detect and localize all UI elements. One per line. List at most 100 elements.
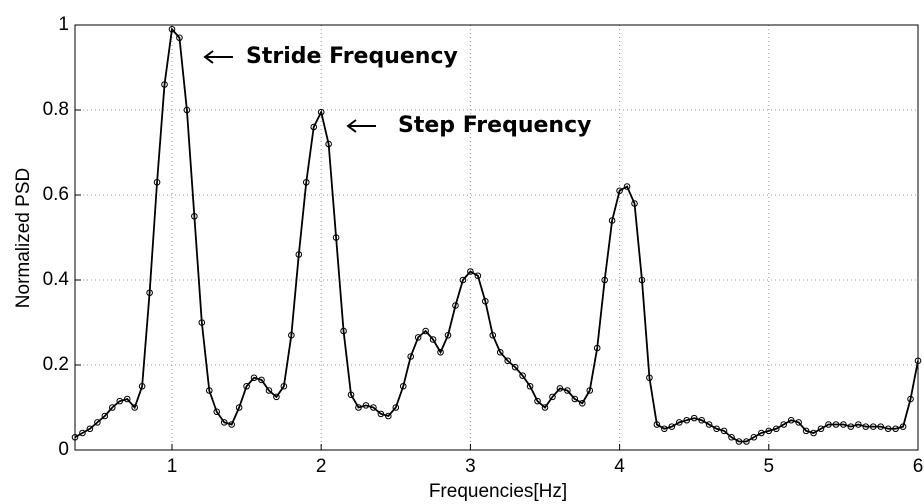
data-point	[772, 425, 780, 433]
data-point	[176, 34, 183, 42]
data-point	[869, 423, 877, 430]
data-point	[571, 395, 579, 403]
data-point	[690, 414, 698, 422]
data-point	[191, 212, 198, 220]
data-point	[474, 272, 482, 280]
y-tick-label: 0.2	[43, 354, 69, 375]
data-point	[541, 404, 549, 411]
data-point	[787, 416, 795, 424]
data-point	[489, 331, 497, 339]
data-point	[355, 404, 362, 411]
data-point	[519, 372, 526, 379]
data-point	[146, 289, 153, 297]
data-point	[765, 427, 773, 435]
data-point	[877, 423, 884, 430]
data-point	[653, 421, 661, 428]
data-point	[675, 419, 683, 426]
data-point	[810, 429, 817, 437]
data-point	[273, 393, 280, 401]
data-point	[825, 421, 832, 428]
data-point	[743, 438, 750, 445]
data-line	[74, 27, 919, 443]
data-point	[511, 363, 519, 371]
data-point	[534, 397, 541, 405]
data-point	[317, 108, 325, 116]
data-point	[713, 425, 720, 433]
data-point	[593, 344, 601, 352]
data-point	[578, 399, 586, 407]
data-point	[385, 412, 392, 420]
data-point	[250, 374, 258, 382]
data-point	[228, 421, 235, 428]
data-point	[661, 425, 668, 433]
x-tick-label: 3	[465, 456, 476, 477]
data-point	[899, 423, 907, 430]
data-point	[86, 425, 94, 433]
data-point	[325, 140, 332, 148]
data-point	[392, 404, 400, 411]
data-point	[862, 423, 870, 430]
data-point	[855, 421, 862, 428]
data-point	[504, 357, 511, 365]
data-point	[362, 402, 370, 409]
data-point	[549, 393, 556, 401]
data-point	[907, 395, 914, 403]
y-tick-label: 0.6	[43, 184, 69, 205]
data-point	[414, 334, 422, 341]
data-point	[884, 425, 892, 433]
x-axis-label: Frequencies[Hz]	[429, 481, 567, 502]
data-point	[109, 404, 116, 411]
data-point	[526, 382, 534, 390]
data-point	[623, 183, 631, 190]
x-tick-label: 6	[913, 456, 924, 477]
data-point	[288, 331, 295, 339]
data-point	[698, 416, 705, 424]
data-point	[728, 433, 735, 441]
data-point	[265, 387, 273, 394]
data-point	[608, 217, 616, 224]
data-point	[243, 382, 250, 390]
data-point	[705, 421, 713, 428]
plot-frame	[74, 24, 919, 451]
data-point	[295, 251, 303, 258]
data-point	[138, 382, 146, 390]
data-point	[601, 276, 608, 284]
y-tick-label: 0.4	[43, 269, 70, 290]
annotation: Step Frequency	[398, 113, 591, 138]
data-point	[116, 397, 124, 405]
data-point	[444, 331, 452, 339]
data-point	[802, 427, 810, 435]
data-point	[482, 297, 489, 305]
data-point	[332, 234, 340, 241]
data-point	[220, 419, 228, 426]
data-point	[720, 427, 728, 435]
data-point	[437, 348, 444, 356]
data-point	[758, 429, 765, 437]
data-point	[422, 327, 429, 335]
data-point	[914, 357, 922, 365]
x-tick-label: 2	[316, 456, 327, 477]
data-point	[683, 416, 691, 424]
y-tick-label: 0	[58, 439, 69, 460]
data-point	[847, 423, 855, 430]
data-point	[780, 421, 788, 428]
data-point	[131, 404, 138, 411]
data-point	[213, 408, 221, 416]
data-point	[496, 348, 504, 356]
data-point	[407, 353, 415, 360]
data-point	[616, 187, 623, 195]
data-point	[750, 433, 758, 441]
annotation: Stride Frequency	[246, 44, 458, 69]
data-point	[832, 421, 840, 428]
data-point	[205, 387, 213, 394]
data-point	[101, 412, 109, 420]
data-point	[668, 423, 676, 430]
x-tick-label: 4	[614, 456, 625, 477]
data-point	[71, 433, 79, 441]
data-point	[370, 404, 377, 411]
data-point	[79, 429, 86, 437]
data-point	[340, 327, 347, 335]
data-point	[892, 425, 899, 433]
annotation-arrow-head	[203, 50, 214, 64]
